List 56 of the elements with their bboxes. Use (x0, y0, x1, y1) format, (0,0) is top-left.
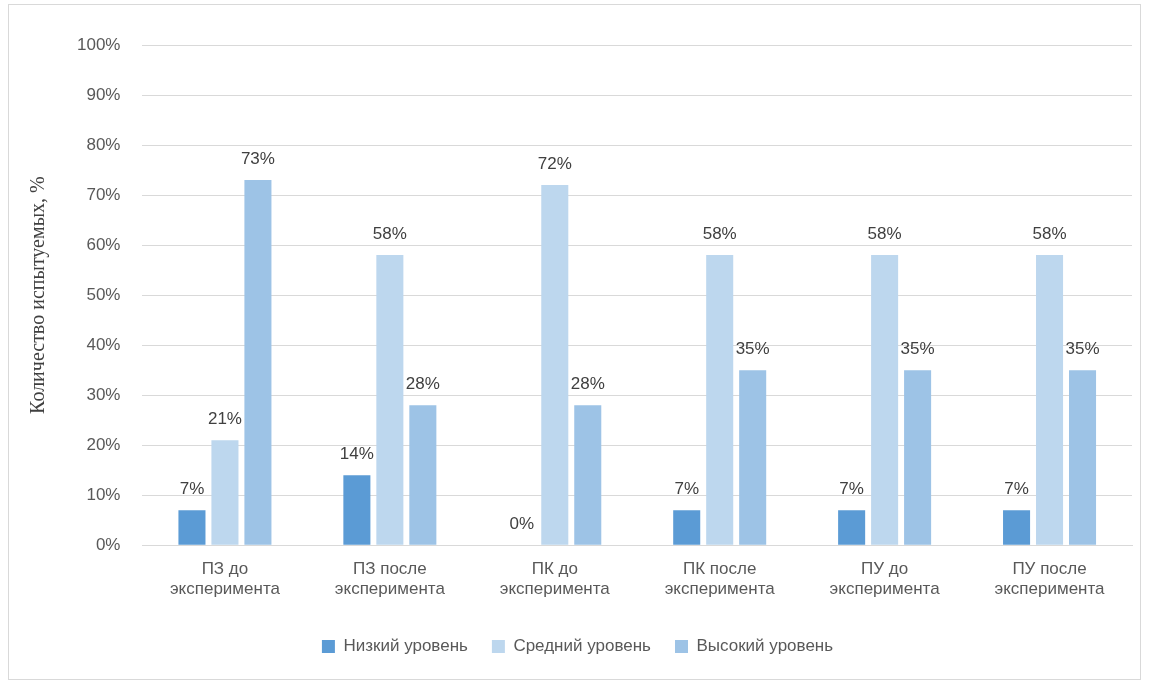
text: 28% (570, 374, 605, 394)
bar (1036, 255, 1064, 545)
x-tick-label: ПК после эксперимента (664, 559, 776, 599)
text: 7% (1004, 479, 1029, 499)
bar (1069, 370, 1097, 545)
x-tick-label: ПК до эксперимента (499, 559, 611, 599)
text: 7% (179, 479, 205, 499)
bar (376, 255, 404, 545)
bar (706, 255, 734, 545)
text: 58% (1032, 224, 1067, 244)
y-tick-label: 30% (86, 384, 121, 404)
text: 35% (1065, 339, 1100, 359)
text: 72% (537, 154, 572, 174)
text: 0% (509, 514, 535, 534)
y-axis-title: Количество испытуемых, % (26, 176, 50, 414)
bar (178, 510, 206, 545)
bar (244, 180, 272, 545)
y-tick-label: 70% (86, 184, 121, 204)
x-tick-label: ПУ до эксперимента (829, 559, 941, 599)
text: 35% (900, 339, 935, 359)
bar (541, 185, 569, 545)
bar (739, 370, 767, 545)
bar (211, 440, 239, 545)
x-tick-label: ПЗ после эксперимента (334, 559, 446, 599)
text: 21% (207, 409, 242, 429)
text: 58% (372, 224, 407, 244)
legend-label: Высокий уровень (696, 636, 834, 656)
y-tick-label: 100% (77, 34, 121, 54)
text: 14% (339, 444, 374, 464)
bar (871, 255, 899, 545)
y-tick-label: 90% (86, 84, 121, 104)
y-tick-label: 60% (86, 234, 121, 254)
bar (838, 510, 866, 545)
text: 73% (240, 149, 275, 169)
x-tick-label: ПЗ до эксперимента (169, 559, 281, 599)
bar (343, 475, 371, 545)
text: 7% (839, 479, 864, 499)
text: 7% (674, 479, 699, 499)
text: 58% (702, 224, 737, 244)
y-tick-label: 10% (86, 484, 121, 504)
y-tick-label: 80% (86, 134, 121, 154)
bar (904, 370, 932, 545)
bar (673, 510, 701, 545)
text: 35% (735, 339, 770, 359)
text: 28% (405, 374, 440, 394)
text: 58% (867, 224, 902, 244)
x-tick-label: ПУ после эксперимента (994, 559, 1106, 599)
legend-label: Низкий уровень (343, 636, 469, 656)
y-tick-label: 0% (95, 534, 121, 554)
y-tick-label: 40% (86, 334, 121, 354)
y-tick-label: 50% (86, 284, 121, 304)
legend-label: Средний уровень (513, 636, 652, 656)
y-tick-label: 20% (86, 434, 121, 454)
bar (1003, 510, 1031, 545)
bar (574, 405, 602, 545)
bar (409, 405, 437, 545)
